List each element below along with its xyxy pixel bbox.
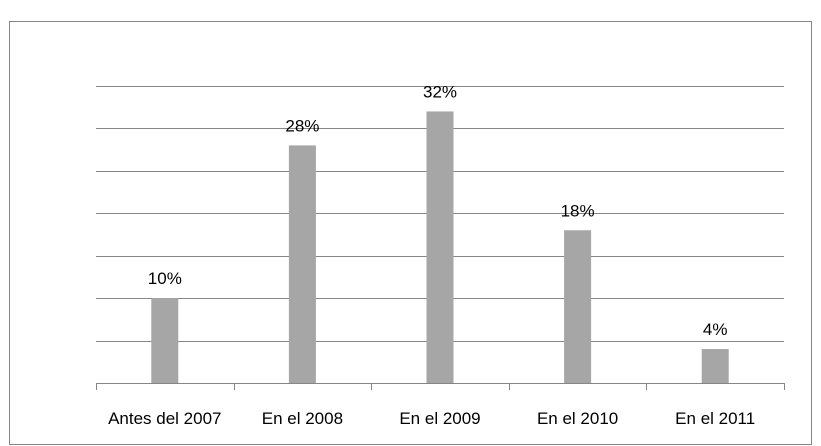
x-tick-label: En el 2011 xyxy=(675,409,755,428)
data-label: 4% xyxy=(703,320,728,339)
data-label: 32% xyxy=(423,82,457,101)
data-label: 28% xyxy=(285,116,319,135)
bar xyxy=(564,230,592,383)
chart-frame xyxy=(9,21,812,445)
bar xyxy=(151,298,179,383)
bar xyxy=(701,349,729,383)
bar xyxy=(426,111,454,383)
x-tick-label: En el 2009 xyxy=(399,409,480,428)
x-tick-label: En el 2010 xyxy=(537,409,618,428)
x-tick-label: Antes del 2007 xyxy=(108,409,221,428)
data-label: 10% xyxy=(148,269,182,288)
x-tick-label: En el 2008 xyxy=(262,409,343,428)
bar xyxy=(288,145,316,383)
data-label: 18% xyxy=(561,201,595,220)
